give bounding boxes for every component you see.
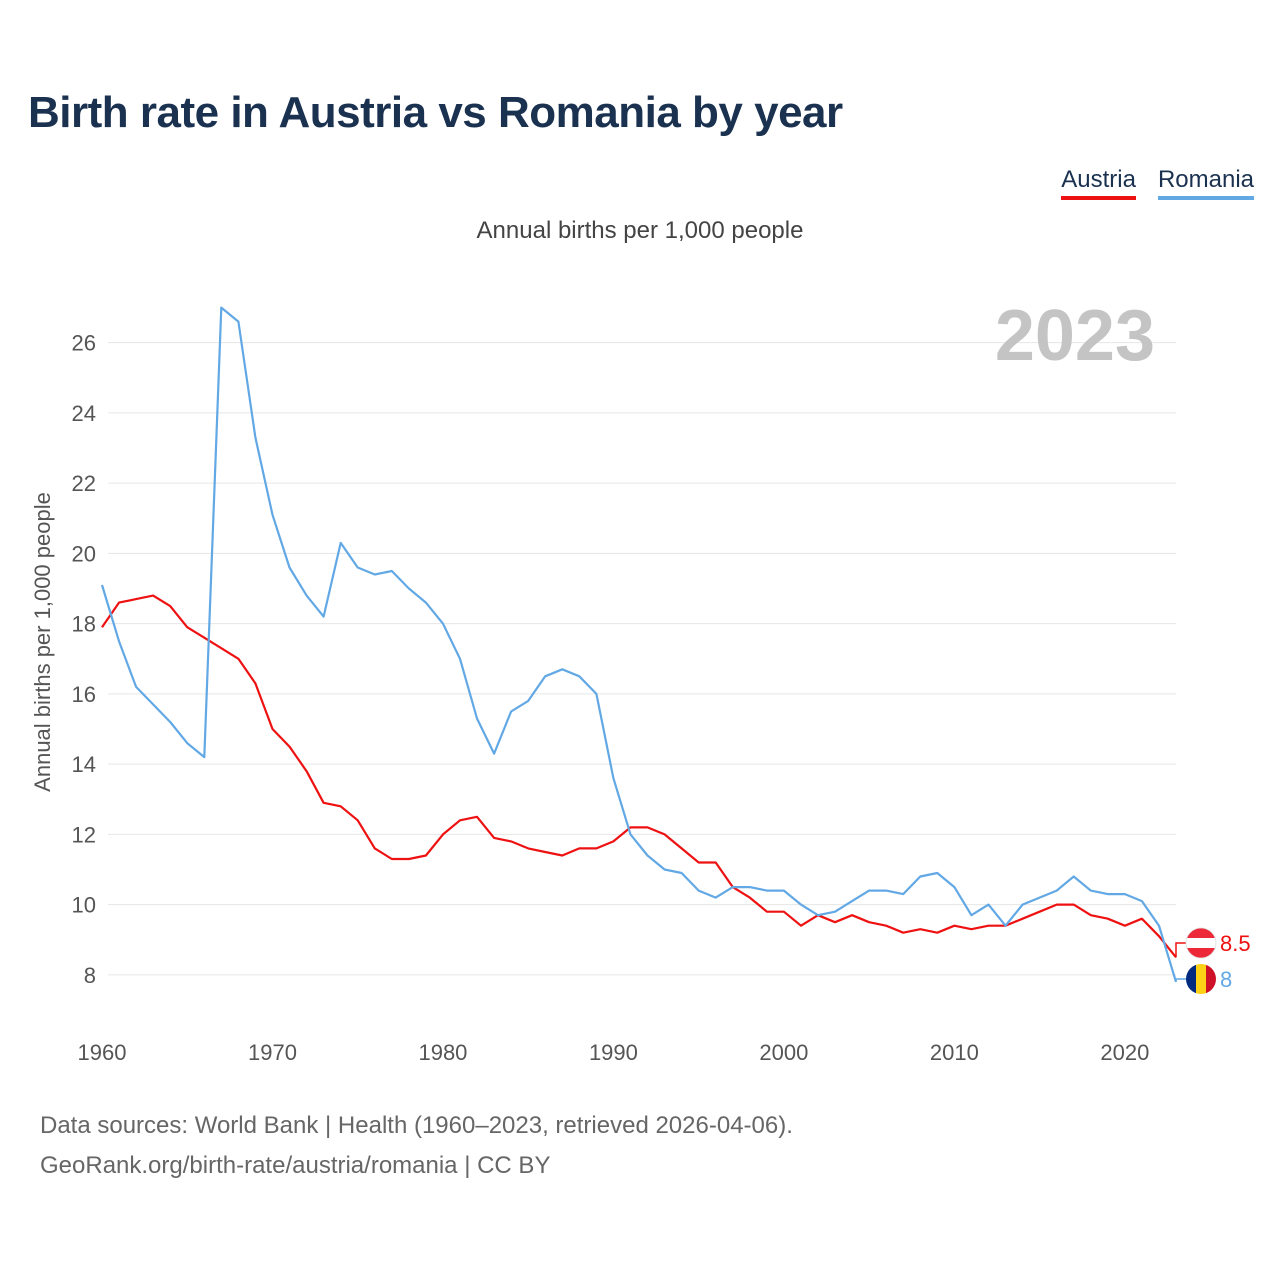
data-source-note: Data sources: World Bank | Health (1960–… <box>40 1112 793 1139</box>
y-axis-label: Annual births per 1,000 people <box>30 492 55 792</box>
romania-flag-stripes <box>1186 964 1216 994</box>
footer: Data sources: World Bank | Health (1960–… <box>40 1106 793 1186</box>
x-tick-label: 1970 <box>248 1040 297 1065</box>
legend-item-austria[interactable]: Austria <box>1061 166 1136 200</box>
y-tick-label: 18 <box>72 612 96 637</box>
x-tick-label: 2000 <box>759 1040 808 1065</box>
austria-end-value: 8.5 <box>1220 931 1251 956</box>
austria-flag-border <box>1185 927 1217 959</box>
romania-flag-blue <box>1186 964 1196 994</box>
y-tick-label: 16 <box>72 682 96 707</box>
y-tick-label: 14 <box>72 752 96 777</box>
y-tick-label: 12 <box>72 822 96 847</box>
austria-flag-icon <box>1185 927 1217 959</box>
x-tick-label: 1960 <box>78 1040 127 1065</box>
source-link[interactable]: GeoRank.org/birth-rate/austria/romania |… <box>40 1152 551 1179</box>
austria-flag-stripes <box>1186 928 1216 958</box>
austria-flag-white <box>1186 938 1216 948</box>
chart-title: Birth rate in Austria vs Romania by year <box>28 88 843 137</box>
romania-flag-red <box>1206 964 1216 994</box>
austria-flag-red-bottom <box>1186 948 1216 958</box>
year-watermark: 2023 <box>995 296 1155 376</box>
series-line-romania <box>100 306 1178 983</box>
x-tick-label: 1980 <box>418 1040 467 1065</box>
chart-subtitle: Annual births per 1,000 people <box>476 217 804 244</box>
legend-item-romania[interactable]: Romania <box>1157 166 1254 200</box>
y-tick-label: 22 <box>72 471 96 496</box>
romania-end-value: 8 <box>1220 967 1232 992</box>
legend: Austria Romania <box>1061 166 1254 200</box>
y-tick-label: 26 <box>72 331 96 356</box>
x-tick-label: 2020 <box>1100 1040 1149 1065</box>
austria-flag-red-top <box>1186 928 1216 938</box>
y-tick-label: 24 <box>72 401 96 426</box>
romania-flag-icon <box>1186 964 1216 994</box>
y-tick-label: 20 <box>72 541 96 566</box>
x-tick-label: 1990 <box>589 1040 638 1065</box>
romania-leader-line <box>1175 978 1186 982</box>
romania-flag-yellow <box>1196 964 1206 994</box>
x-tick-label: 2010 <box>930 1040 979 1065</box>
y-tick-label: 10 <box>72 893 96 918</box>
austria-leader-line <box>1175 942 1186 958</box>
series-line-austria <box>101 594 1177 958</box>
y-tick-label: 8 <box>84 963 96 988</box>
